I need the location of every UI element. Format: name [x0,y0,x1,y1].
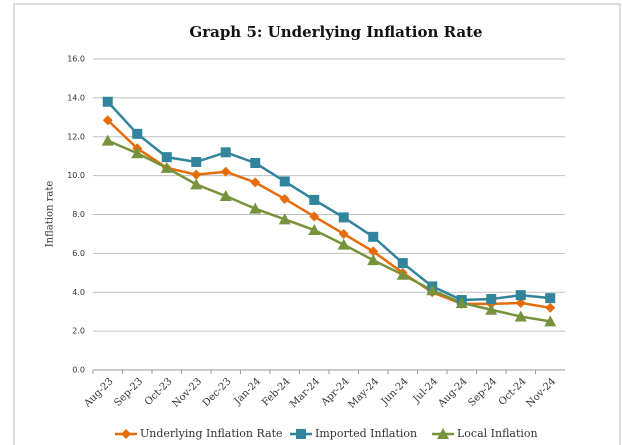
legend-item: Local Inflation [432,427,538,440]
legend-label: Underlying Inflation Rate [140,427,283,440]
y-axis-label: Inflation rate [45,181,56,248]
marker [250,177,261,188]
marker [396,268,409,280]
marker [437,428,449,439]
marker [544,315,557,327]
marker [367,254,380,266]
y-tick-label: 10.0 [67,171,85,180]
series-line [106,119,551,310]
y-tick-label: 4.0 [72,288,85,297]
marker [161,152,172,163]
marker [515,297,526,308]
legend-label: Imported Inflation [315,427,417,440]
y-tick-label: 8.0 [72,210,85,219]
marker [250,157,261,168]
marker [121,429,131,439]
x-tick-label: Aug-24 [436,376,470,410]
x-tick-label: Sep-23 [112,376,145,409]
marker [545,293,556,304]
marker [338,228,349,239]
marker [296,429,306,439]
x-tick-label: Feb-24 [260,376,292,408]
y-tick-label: 0.0 [72,366,85,375]
y-tick-label: 14.0 [67,93,85,102]
marker [190,178,203,190]
x-tick-label: Nov-24 [525,376,559,410]
y-tick-label: 2.0 [72,327,85,336]
marker [337,238,350,250]
marker [220,166,231,177]
marker [485,303,498,315]
marker [102,96,113,107]
marker [309,194,320,205]
marker [219,190,232,202]
legend-item: Underlying Inflation Rate [115,427,283,440]
x-tick-label: Aug-23 [82,376,116,410]
marker [160,161,173,173]
x-tick-label: May-24 [347,376,382,411]
x-tick-label: Jan-24 [232,376,263,407]
x-tick-label: Oct-24 [497,376,529,408]
x-tick-label: Dec-23 [201,376,234,409]
marker [131,147,144,159]
marker [278,213,291,225]
marker [220,147,231,158]
marker [368,246,379,257]
legend-item: Imported Inflation [290,427,417,440]
x-tick-label: Mar-24 [288,376,322,410]
marker [309,211,320,222]
marker [249,202,262,214]
marker [191,157,202,168]
x-tick-label: Jun-24 [379,376,411,408]
y-tick-label: 12.0 [67,132,85,141]
chart-frame [13,3,621,445]
marker [338,212,349,223]
series-line [107,139,551,323]
marker [545,302,556,313]
marker [191,169,202,180]
marker [426,284,439,296]
marker [486,294,497,305]
y-tick-label: 16.0 [67,55,85,64]
marker [514,310,527,322]
marker [455,296,468,308]
x-tick-label: Oct-23 [143,376,175,408]
series-line [106,100,551,302]
marker [132,128,143,139]
marker [397,258,408,269]
y-tick-label: 6.0 [72,249,85,258]
x-tick-label: Sep-24 [466,376,499,409]
marker [515,290,526,301]
marker [101,134,114,146]
x-tick-label: Nov-23 [171,376,205,410]
marker [102,115,113,126]
legend-label: Local Inflation [457,427,538,440]
marker [308,224,321,236]
marker [279,193,290,204]
marker [368,231,379,242]
marker [279,176,290,187]
chart-title: Graph 5: Underlying Inflation Rate [189,23,482,41]
